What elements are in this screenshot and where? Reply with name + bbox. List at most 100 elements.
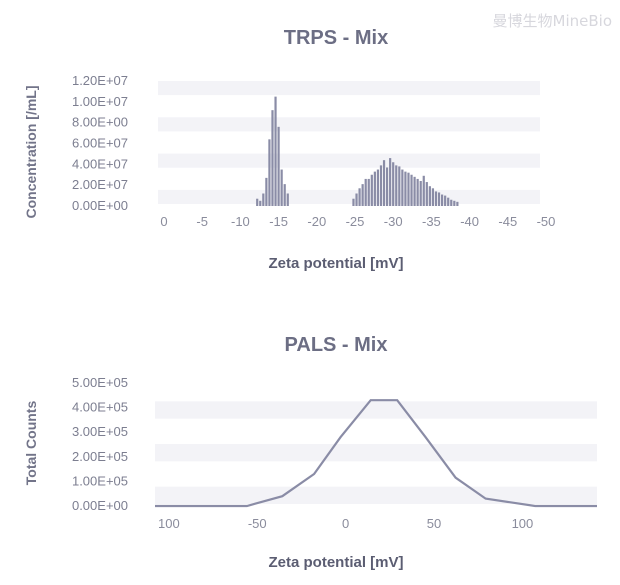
trps-x-tick-label: -5 bbox=[196, 214, 208, 229]
pals-x-axis-label: Zeta potential [mV] bbox=[268, 554, 403, 571]
pals-y-axis-label: Total Counts bbox=[23, 401, 39, 486]
pals-grid-band bbox=[155, 486, 597, 504]
trps-bar bbox=[428, 186, 431, 206]
trps-y-tick-label: 1.00E+07 bbox=[72, 94, 128, 109]
trps-bar bbox=[256, 198, 259, 206]
trps-y-tick-label: 6.00E+07 bbox=[72, 136, 128, 151]
trps-x-tick-label: -30 bbox=[384, 214, 403, 229]
pals-series-line bbox=[155, 399, 597, 508]
pals-y-tick-label: 4.00E+05 bbox=[72, 400, 128, 415]
trps-y-tick-label: 8.00E+00 bbox=[72, 115, 128, 130]
trps-y-tick-label: 4.00E+07 bbox=[72, 156, 128, 171]
trps-bar bbox=[419, 181, 422, 206]
trps-y-tick-label: 0.00E+00 bbox=[72, 198, 128, 213]
pals-y-tick-label: 5.00E+05 bbox=[72, 375, 128, 390]
pals-y-tick-label: 3.00E+05 bbox=[72, 424, 128, 439]
trps-bar bbox=[367, 178, 370, 206]
pals-y-tick-label: 2.00E+05 bbox=[72, 449, 128, 464]
trps-bar bbox=[437, 192, 441, 206]
trps-bar bbox=[373, 171, 376, 206]
trps-x-tick-label: 0 bbox=[160, 214, 167, 229]
trps-bar bbox=[434, 191, 438, 206]
trps-x-tick-label: -35 bbox=[422, 214, 441, 229]
trps-grid-band bbox=[158, 81, 540, 96]
trps-bar bbox=[268, 139, 271, 206]
trps-bar bbox=[392, 162, 395, 206]
trps-bar bbox=[450, 199, 453, 206]
pals-y-ticks: 0.00E+00 1.00E+05 2.00E+05 3.00E+05 4.00E+05… bbox=[72, 375, 128, 513]
trps-x-tick-label: -50 bbox=[537, 214, 556, 229]
trps-bar bbox=[447, 197, 450, 206]
trps-bar bbox=[283, 184, 286, 206]
trps-x-tick-label: -20 bbox=[307, 214, 326, 229]
trps-bar bbox=[274, 96, 277, 206]
trps-bar bbox=[379, 165, 383, 206]
trps-bar bbox=[361, 184, 364, 206]
pals-x-tick-label: 50 bbox=[427, 516, 441, 531]
trps-x-tick-label: -25 bbox=[346, 214, 365, 229]
trps-bar bbox=[395, 165, 398, 206]
trps-grid-bands bbox=[158, 81, 540, 204]
trps-bars bbox=[256, 96, 459, 206]
trps-bar bbox=[425, 182, 428, 206]
pals-x-tick-label: 100 bbox=[512, 516, 534, 531]
pals-x-ticks: 100 -50 0 50 100 bbox=[158, 516, 533, 531]
trps-bar bbox=[456, 201, 459, 206]
trps-bar bbox=[422, 175, 425, 206]
trps-y-tick-label: 1.20E+07 bbox=[72, 73, 128, 88]
trps-bar bbox=[404, 171, 407, 206]
trps-bar bbox=[370, 174, 373, 206]
trps-y-ticks: 0.00E+00 2.00E+07 4.00E+07 6.00E+07 8.00E+00… bbox=[72, 73, 128, 213]
trps-bar bbox=[286, 193, 289, 206]
watermark: 曼博生物MineBio bbox=[492, 12, 612, 30]
trps-x-ticks: 0 -5 -10 -15 -20 -25 -30 -35 -40 -45 -50 bbox=[160, 214, 555, 229]
pals-x-tick-label: 100 bbox=[158, 516, 180, 531]
trps-chart: 0.00E+00 2.00E+07 4.00E+07 6.00E+07 8.00E+00… bbox=[23, 27, 555, 272]
trps-bar bbox=[401, 169, 404, 206]
trps-bar bbox=[262, 193, 265, 206]
trps-bar bbox=[271, 110, 274, 206]
trps-bar bbox=[265, 177, 268, 206]
trps-bar bbox=[389, 158, 392, 206]
pals-y-tick-label: 1.00E+05 bbox=[72, 473, 128, 488]
pals-chart: 0.00E+00 1.00E+05 2.00E+05 3.00E+05 4.00E+05… bbox=[23, 334, 597, 571]
trps-x-tick-label: -40 bbox=[460, 214, 479, 229]
trps-bar bbox=[358, 188, 361, 206]
trps-bar bbox=[364, 178, 367, 206]
trps-x-tick-label: -45 bbox=[498, 214, 517, 229]
trps-x-axis-label: Zeta potential [mV] bbox=[268, 255, 403, 272]
pals-x-tick-label: 0 bbox=[342, 516, 349, 531]
trps-bar bbox=[382, 160, 386, 206]
trps-bar bbox=[416, 178, 419, 206]
trps-x-tick-label: -15 bbox=[269, 214, 288, 229]
trps-bar bbox=[259, 200, 262, 206]
pals-x-tick-label: -50 bbox=[248, 516, 267, 531]
trps-bar bbox=[376, 169, 380, 206]
trps-title: TRPS - Mix bbox=[284, 27, 388, 49]
trps-bar bbox=[277, 126, 280, 206]
trps-bar bbox=[453, 200, 456, 206]
pals-y-tick-label: 0.00E+00 bbox=[72, 498, 128, 513]
pals-grid-bands bbox=[155, 401, 597, 504]
trps-bar bbox=[280, 169, 283, 206]
trps-bar bbox=[355, 193, 358, 206]
trps-bar bbox=[431, 188, 435, 206]
trps-y-axis-label: Concentration [/mL] bbox=[23, 86, 39, 219]
trps-y-tick-label: 2.00E+07 bbox=[72, 177, 128, 192]
pals-grid-band bbox=[155, 401, 597, 419]
trps-bar bbox=[413, 176, 416, 206]
trps-grid-band bbox=[158, 153, 540, 168]
pals-grid-band bbox=[155, 444, 597, 462]
trps-bar bbox=[398, 166, 401, 206]
trps-grid-band bbox=[158, 189, 540, 204]
pals-title: PALS - Mix bbox=[285, 334, 388, 356]
trps-bar bbox=[352, 198, 355, 206]
trps-bar bbox=[385, 167, 389, 206]
trps-x-tick-label: -10 bbox=[231, 214, 250, 229]
trps-bar bbox=[407, 172, 410, 206]
trps-bar bbox=[410, 174, 413, 206]
trps-bar bbox=[444, 195, 447, 206]
trps-grid-band bbox=[158, 117, 540, 132]
trps-bar bbox=[440, 194, 444, 206]
